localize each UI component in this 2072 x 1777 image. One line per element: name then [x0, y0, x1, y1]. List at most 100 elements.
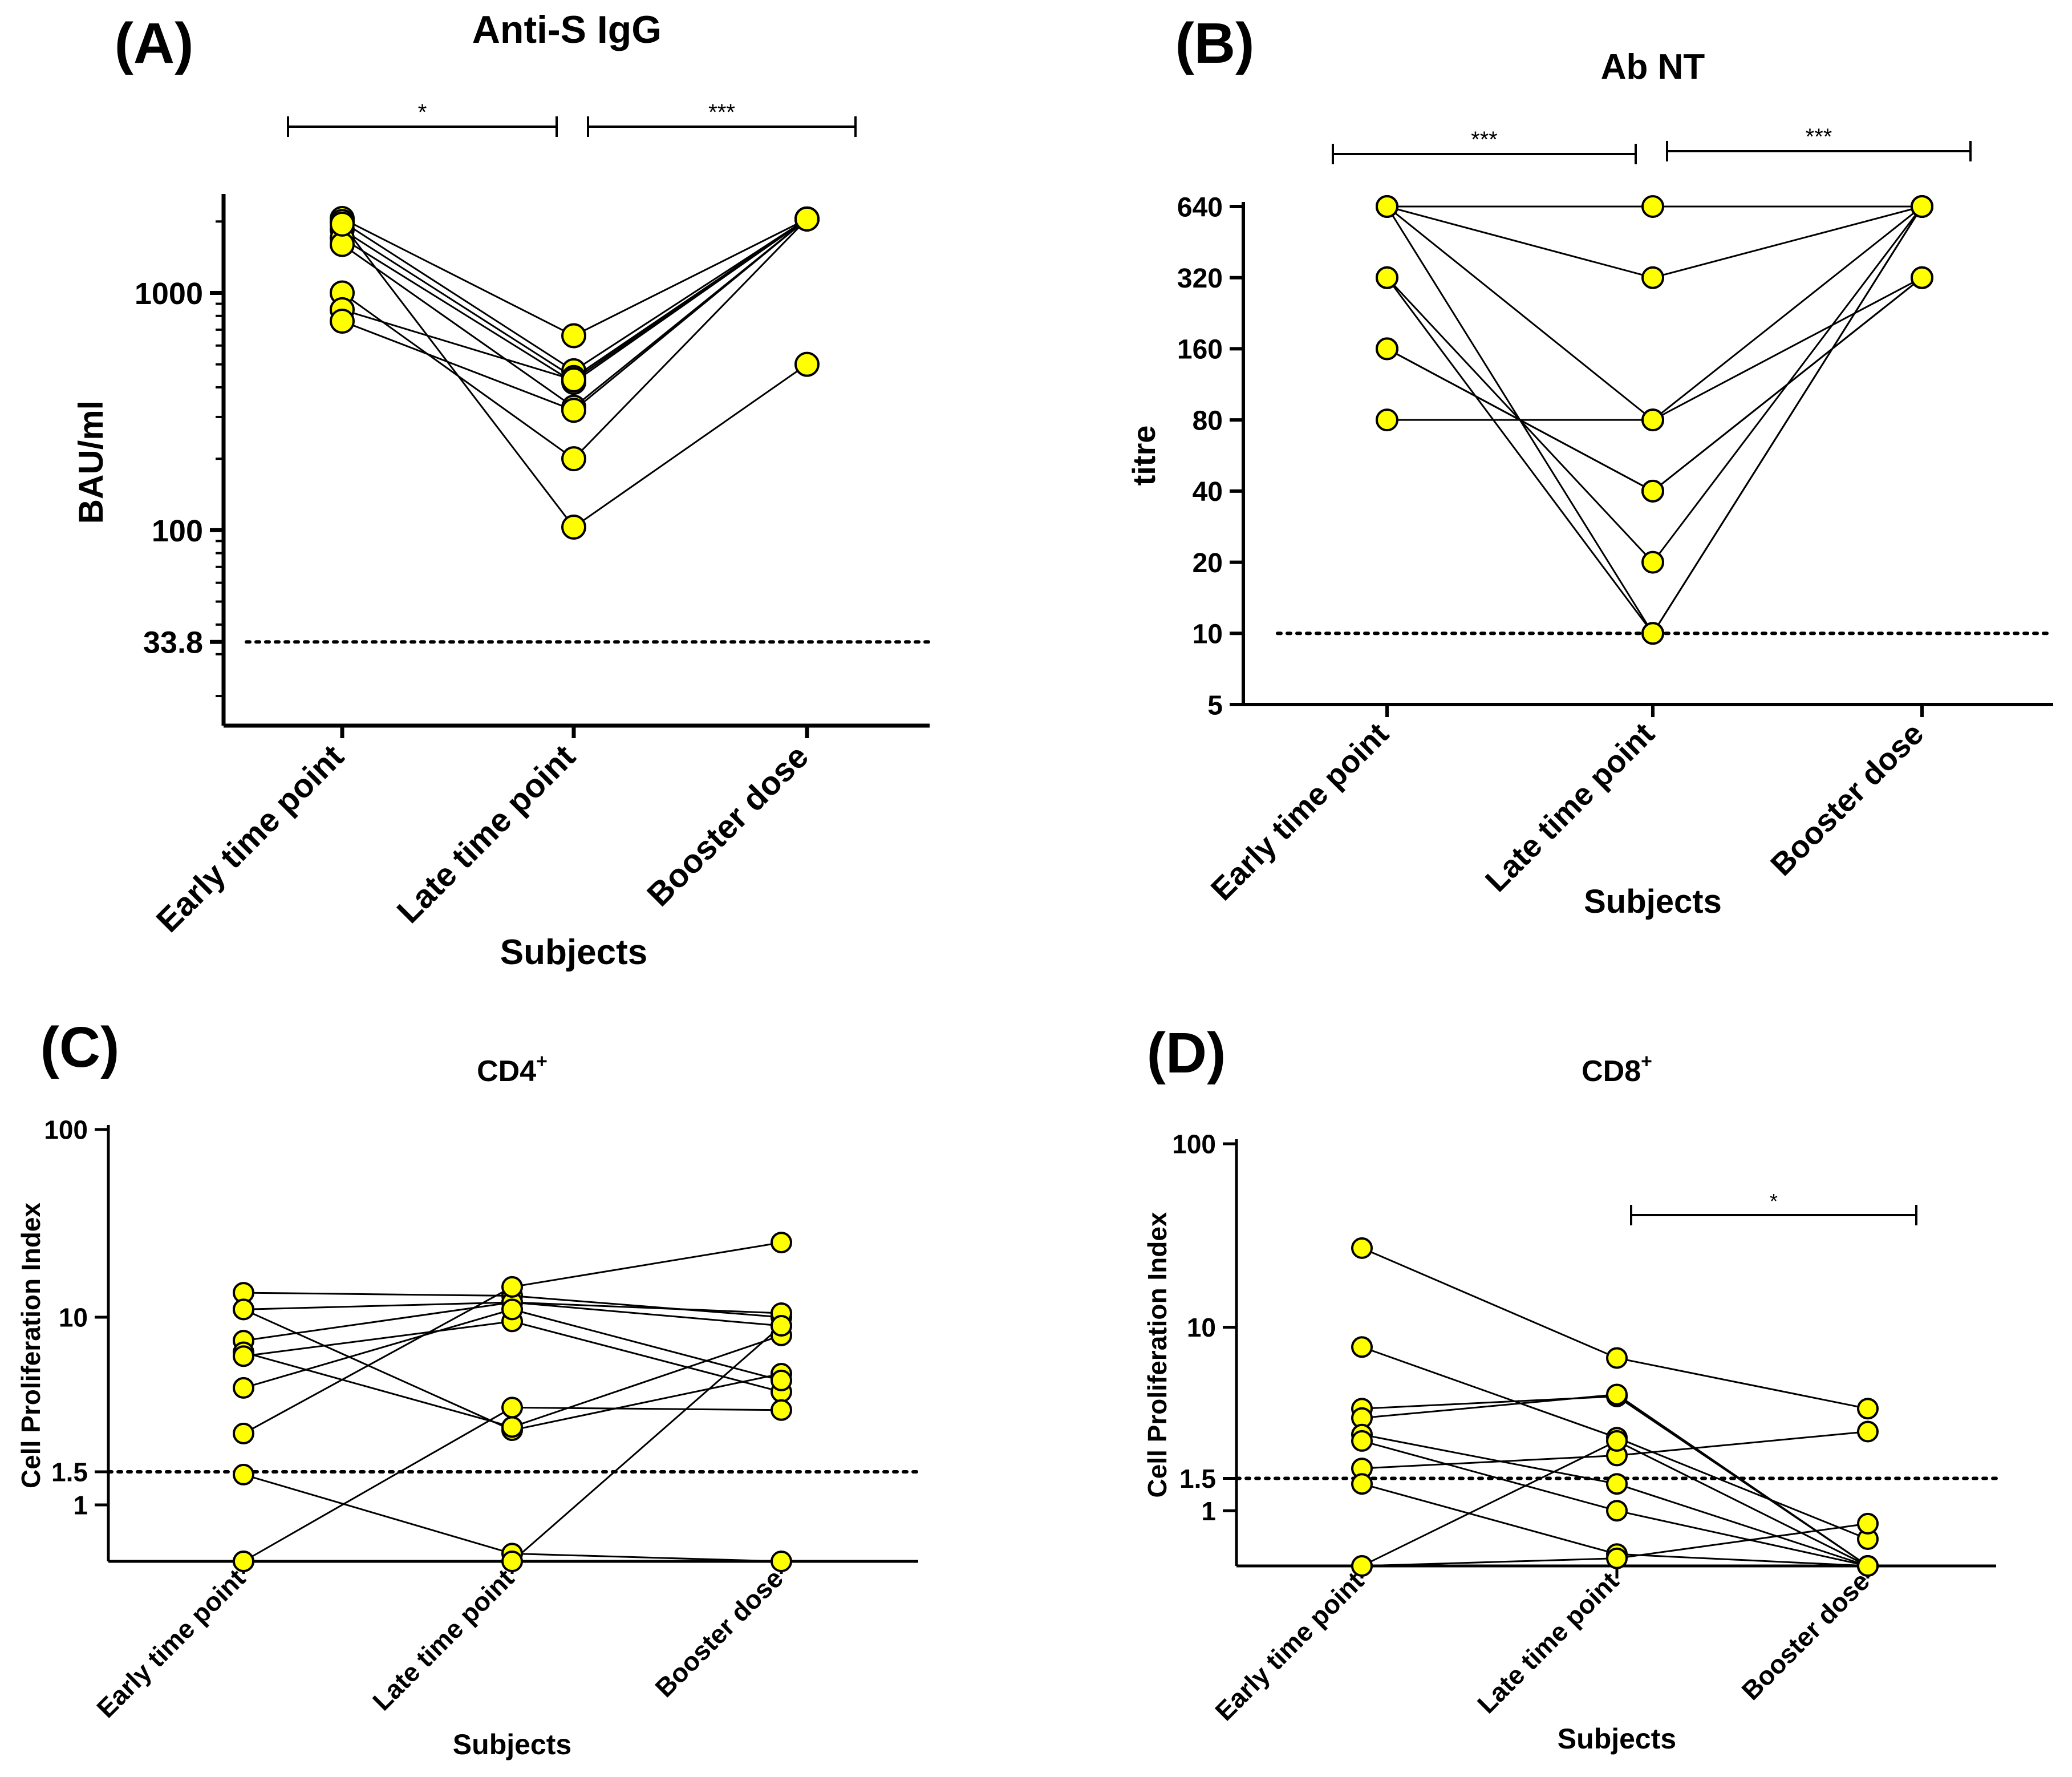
data-point [771, 1315, 792, 1337]
y-tick-label: 1.5 [1179, 1464, 1216, 1493]
significance-bracket: *** [587, 100, 857, 137]
chart-title-superscript: + [1641, 1051, 1652, 1072]
data-point [501, 1396, 523, 1419]
data-point [233, 1551, 254, 1572]
y-tick-label: 1 [73, 1491, 88, 1520]
x-axis-label: Subjects [1584, 883, 1722, 920]
y-tick-label: 1000 [135, 277, 203, 311]
data-point [1641, 622, 1664, 645]
x-tick-label: Early time point [149, 738, 351, 940]
y-tick-label: 1.5 [51, 1458, 88, 1487]
data-point [501, 1298, 523, 1321]
x-tick-label: Late time point [367, 1563, 520, 1716]
data-point [561, 323, 586, 349]
y-tick-label: 100 [152, 514, 203, 548]
x-tick-label: Late time point [1471, 1566, 1624, 1719]
data-point [1641, 479, 1664, 503]
significance-label: * [1770, 1189, 1778, 1213]
y-tick-label: 80 [1193, 406, 1223, 436]
data-point [233, 1422, 254, 1444]
panel-label: (A) [115, 11, 194, 75]
y-tick-label: 40 [1193, 477, 1223, 507]
data-point [1641, 550, 1664, 574]
data-point [1857, 1512, 1879, 1535]
x-tick-label: Late time point [390, 738, 583, 930]
data-point [1857, 1555, 1879, 1577]
data-point [233, 1377, 254, 1399]
chart-title-superscript: + [536, 1051, 548, 1072]
y-tick-label: 33.8 [143, 626, 203, 660]
data-point [1376, 195, 1398, 218]
y-tick-label: 160 [1177, 335, 1223, 365]
data-point [794, 206, 820, 232]
significance-label: * [418, 100, 427, 125]
series-line [244, 1325, 782, 1563]
y-tick-label: 10 [59, 1303, 88, 1333]
x-tick-label: Early time point [1204, 716, 1396, 908]
significance-label: *** [1471, 127, 1498, 152]
data-point [1606, 1500, 1628, 1522]
data-point [1351, 1555, 1373, 1577]
data-point [1641, 408, 1664, 432]
data-point [1351, 1473, 1373, 1495]
series-line [342, 218, 808, 381]
y-tick-label: 10 [1187, 1313, 1216, 1342]
data-point [771, 1232, 792, 1254]
data-point [561, 367, 586, 392]
x-tick-label: Early time point [1209, 1566, 1369, 1726]
data-point [1911, 195, 1933, 218]
data-point [233, 1463, 254, 1485]
chart-title-text: Anti-S IgG [472, 8, 662, 51]
y-tick-label: 10 [1193, 620, 1223, 650]
significance-bracket: * [1630, 1189, 1917, 1225]
data-point [1351, 1237, 1373, 1259]
x-axis-label: Subjects [500, 933, 647, 972]
x-axis-label: Subjects [453, 1729, 571, 1760]
data-point [1857, 1420, 1879, 1443]
data-point [1351, 1430, 1373, 1452]
panel-label: (B) [1175, 11, 1255, 75]
data-point [501, 1276, 523, 1298]
x-tick-label: Booster dose [1736, 1566, 1875, 1706]
panel-label: (C) [40, 1015, 120, 1079]
data-point [771, 1369, 792, 1391]
y-tick-label: 640 [1177, 192, 1223, 222]
data-point [1376, 266, 1398, 289]
chart-title-text: Ab NT [1601, 47, 1705, 87]
series-line [1387, 277, 1923, 421]
data-point [330, 211, 355, 237]
y-tick-label: 100 [44, 1115, 88, 1145]
series-line [342, 218, 808, 383]
data-point [561, 398, 586, 423]
series-line [342, 218, 808, 379]
significance-label: *** [708, 100, 735, 125]
significance-label: *** [1806, 124, 1832, 149]
y-tick-label: 20 [1193, 548, 1223, 578]
y-axis-label: titre [1126, 426, 1162, 486]
data-point [1376, 408, 1398, 432]
data-point [1606, 1547, 1628, 1569]
y-tick-label: 5 [1207, 690, 1223, 720]
chart-title: Ab NT [1601, 47, 1705, 87]
data-point [1606, 1347, 1628, 1369]
data-point [1641, 195, 1664, 218]
data-point [501, 1551, 523, 1572]
panel-a: (A) Anti-S IgG 33.8 100 1000 BAU/ml Early time… [72, 8, 931, 972]
y-axis-label: BAU/ml [72, 400, 110, 524]
data-point [771, 1551, 792, 1572]
x-tick-label: Booster dose [640, 738, 816, 913]
data-point [501, 1416, 523, 1438]
data-point [771, 1399, 792, 1421]
data-point [1857, 1398, 1879, 1420]
x-axis-label: Subjects [1558, 1723, 1676, 1755]
y-tick-label: 320 [1177, 264, 1223, 294]
data-point [1911, 266, 1933, 289]
data-point [1606, 1383, 1628, 1406]
significance-bracket: * [287, 100, 558, 137]
x-tick-label: Booster dose [649, 1563, 789, 1703]
y-axis-label: Cell Proliferation Index [16, 1203, 46, 1488]
data-point [1351, 1336, 1373, 1358]
data-point [233, 1298, 254, 1321]
data-point [233, 1345, 254, 1367]
